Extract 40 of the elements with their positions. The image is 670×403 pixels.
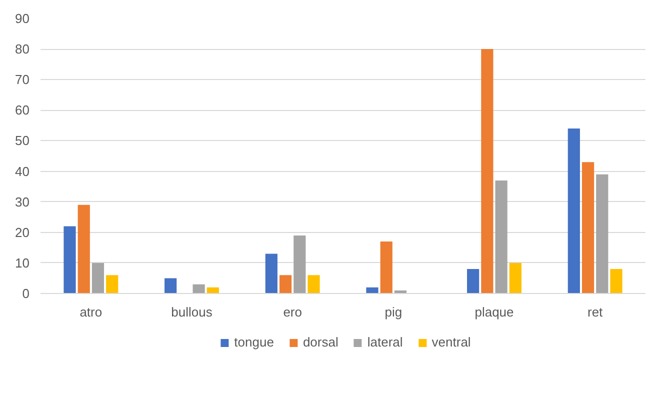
x-tick-label: plaque: [474, 304, 514, 320]
bar: [294, 235, 306, 294]
legend-label: tongue: [234, 334, 274, 350]
x-tick-label: atro: [80, 304, 102, 320]
y-tick-label: 50: [15, 133, 30, 148]
bar: [78, 204, 90, 294]
x-tick-label: bullous: [171, 304, 213, 320]
y-tick-label: 20: [15, 224, 30, 240]
bar: [610, 269, 622, 294]
y-tick-label: 70: [15, 72, 30, 88]
x-tick-label: ret: [588, 304, 604, 320]
bar: [481, 49, 494, 294]
bar: [467, 269, 480, 294]
y-tick-label: 90: [15, 11, 30, 26]
bar: [265, 254, 278, 294]
bar: [568, 128, 580, 294]
bar: [279, 275, 292, 294]
bar: [380, 242, 392, 294]
y-tick-label: 0: [22, 286, 30, 301]
bar: [164, 278, 177, 294]
x-tick-label: pig: [384, 304, 402, 320]
legend-label: ventral: [432, 334, 471, 350]
bar: [192, 284, 205, 294]
y-tick-label: 30: [15, 194, 30, 210]
bar: [92, 262, 104, 294]
y-tick-label: 80: [15, 42, 30, 57]
x-tick-label: ero: [283, 304, 302, 320]
legend-label: lateral: [367, 334, 403, 350]
bar: [596, 174, 608, 294]
y-tick-label: 40: [15, 164, 30, 179]
bar: [308, 275, 320, 294]
bar: [366, 287, 378, 294]
legend-label: dorsal: [302, 334, 338, 350]
bar: [106, 275, 118, 294]
bar: [64, 226, 76, 294]
bar: [582, 162, 594, 294]
y-tick-label: 60: [15, 102, 30, 118]
bar: [509, 262, 522, 294]
y-tick-label: 10: [15, 255, 30, 270]
bar: [495, 180, 508, 294]
